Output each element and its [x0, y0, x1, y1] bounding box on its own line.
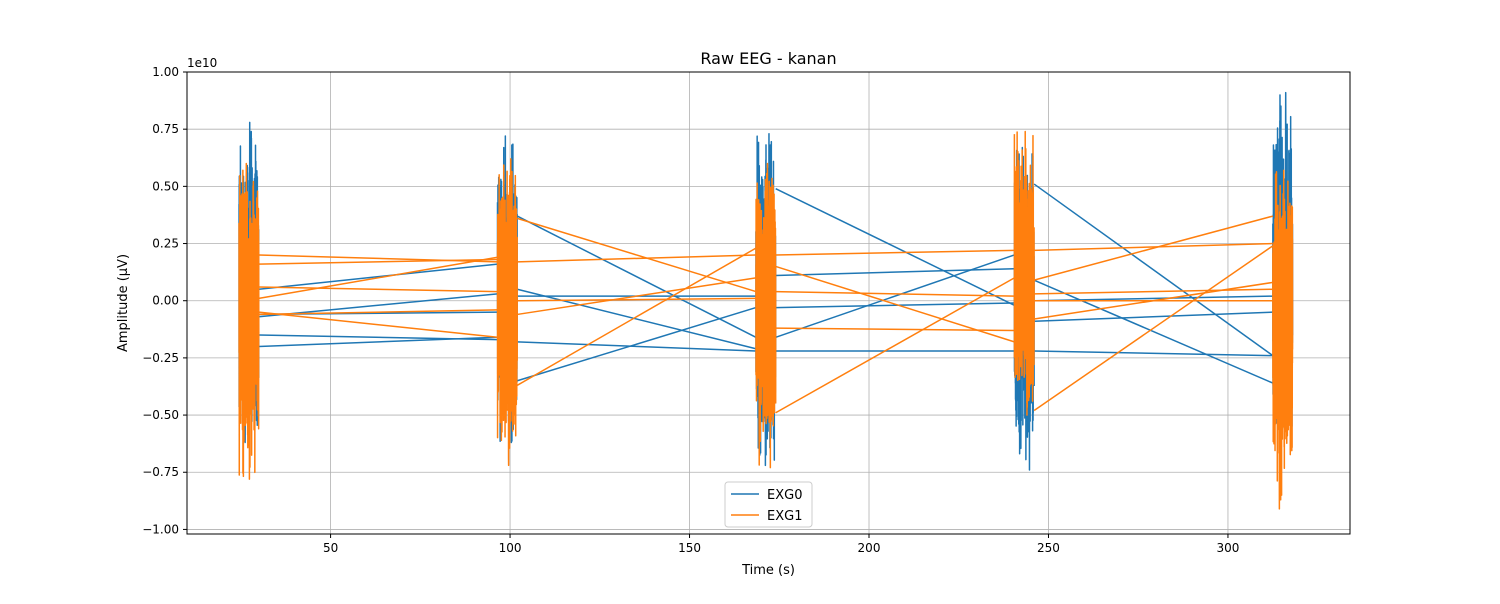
x-tick-label: 200 — [858, 541, 881, 555]
burst-exg1 — [755, 162, 777, 469]
x-axis-label: Time (s) — [741, 563, 795, 578]
series-line-segment — [1033, 279, 1274, 384]
y-axis-label: Amplitude (µV) — [116, 254, 131, 352]
y-axis: −1.00 −0.75 −0.50 −0.25 0.00 0.25 0.50 0.75 1.00 — [142, 65, 187, 536]
series-line-segment — [1033, 245, 1274, 412]
y-tick-label: −0.25 — [142, 351, 179, 365]
series-line-segment — [1034, 288, 1273, 295]
burst-exg1 — [1272, 169, 1294, 510]
series-line-segment — [258, 256, 498, 300]
y-tick-label: 0.50 — [152, 179, 179, 193]
x-tick-label: 50 — [323, 541, 338, 555]
series-line-segment — [1034, 350, 1273, 357]
series-line-segment — [258, 286, 498, 293]
series-line-segment — [517, 288, 757, 350]
series-line-segment — [258, 311, 498, 339]
y-tick-label: 1.00 — [152, 65, 179, 79]
series-line-segment — [775, 187, 1015, 306]
series-line-segment — [775, 302, 1015, 309]
series-line-segment — [517, 217, 757, 293]
axes-frame — [186, 71, 1351, 535]
y-tick-label: 0.00 — [152, 294, 179, 308]
series-line-segment — [258, 309, 498, 316]
series-line-segment — [517, 277, 757, 316]
series-line-segment — [1034, 295, 1273, 302]
series-line-segment — [775, 265, 1015, 343]
x-tick-label: 150 — [678, 541, 701, 555]
series-line-segment — [258, 336, 498, 348]
series-line-segment — [517, 254, 756, 263]
series-line-segment — [1034, 242, 1273, 252]
series-line-segment — [775, 290, 1015, 297]
legend-label-exg1: EXG1 — [767, 509, 802, 524]
series-line-segment — [258, 293, 498, 318]
y-tick-label: −0.75 — [142, 465, 179, 479]
series-line-segment — [517, 341, 756, 352]
series-line-segment — [517, 306, 757, 382]
y-tick-label: −0.50 — [142, 408, 179, 422]
series-line-segment — [258, 258, 498, 265]
plot-area — [238, 91, 1294, 510]
series-line-segment — [775, 249, 1015, 256]
series-line-segment — [516, 247, 757, 386]
x-axis: 50 100 150 200 250 300 — [323, 534, 1239, 555]
burst-exg1 — [1013, 130, 1035, 416]
burst-exg1 — [496, 158, 518, 467]
legend-label-exg0: EXG0 — [767, 488, 802, 503]
series-line-segment — [516, 215, 757, 338]
y-tick-label: 0.25 — [152, 237, 179, 251]
y-axis-offset-text: 1e10 — [187, 56, 217, 70]
y-tick-label: −1.00 — [142, 522, 179, 536]
x-tick-label: 100 — [499, 541, 522, 555]
series-line-segment — [1033, 215, 1274, 281]
x-tick-label: 250 — [1037, 541, 1060, 555]
series-line-segment — [258, 263, 498, 291]
series-exg1 — [238, 130, 1294, 510]
series-line-segment — [775, 267, 1015, 277]
y-tick-label: 0.75 — [152, 122, 179, 136]
x-tick-label: 300 — [1217, 541, 1240, 555]
burst-exg1 — [238, 162, 260, 480]
series-line-segment — [775, 277, 1015, 414]
series-line-segment — [775, 254, 1015, 339]
legend: EXG0 EXG1 — [724, 481, 813, 528]
chart-title: Raw EEG - kanan — [700, 49, 836, 68]
series-line-segment — [517, 297, 756, 302]
series-line-segment — [1034, 311, 1273, 323]
series-line-segment — [1033, 183, 1274, 357]
series-line-segment — [775, 327, 1015, 332]
